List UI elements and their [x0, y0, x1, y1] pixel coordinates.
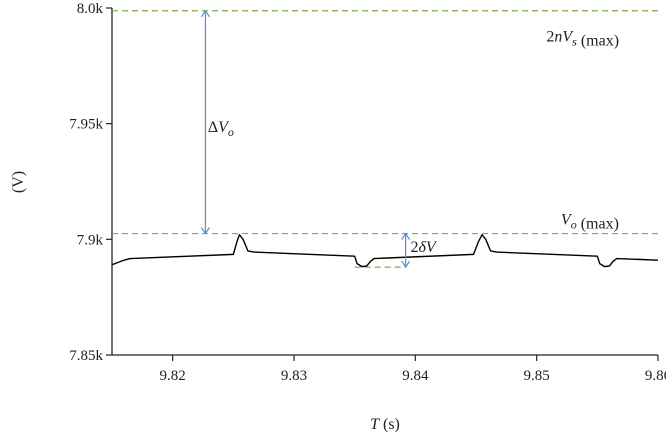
y-tick-label: 7.95k [69, 117, 103, 133]
annotation-3: 2nVs (max) [546, 29, 619, 50]
annotation-4: Vo (max) [561, 211, 619, 232]
arrow-layer [200, 9, 411, 269]
series-layer [111, 234, 659, 268]
x-tick-label: 9.82 [160, 368, 186, 384]
measure-arrow-1 [200, 9, 210, 235]
x-axis-title-var: T [370, 416, 380, 433]
series-line-1 [111, 234, 659, 268]
annotation-1: ΔVo [208, 119, 234, 139]
y-axis-title: (V) [10, 171, 27, 193]
x-axis-title: T (s) [370, 416, 400, 433]
annotation-2: 2δV [410, 239, 437, 256]
measure-arrow-2 [401, 232, 411, 269]
x-tick-label: 9.85 [524, 368, 550, 384]
x-tick-group: 9.82 9.83 9.84 9.85 9.86 [160, 355, 666, 384]
y-tick-label: 7.9k [77, 232, 104, 248]
annotation-layer: ΔVo 2δV 2nVs (max) Vo (max) [208, 29, 619, 257]
y-tick-label: 8.0k [77, 1, 104, 17]
y-tick-label: 7.85k [69, 348, 103, 364]
reference-lines [112, 10, 658, 268]
x-tick-label: 9.84 [402, 368, 429, 384]
x-tick-label: 9.83 [281, 368, 307, 384]
x-axis-title-unit: (s) [379, 416, 400, 433]
x-tick-label: 9.86 [645, 368, 666, 384]
y-tick-group: 7.85k 7.9k 7.95k 8.0k [69, 1, 112, 364]
